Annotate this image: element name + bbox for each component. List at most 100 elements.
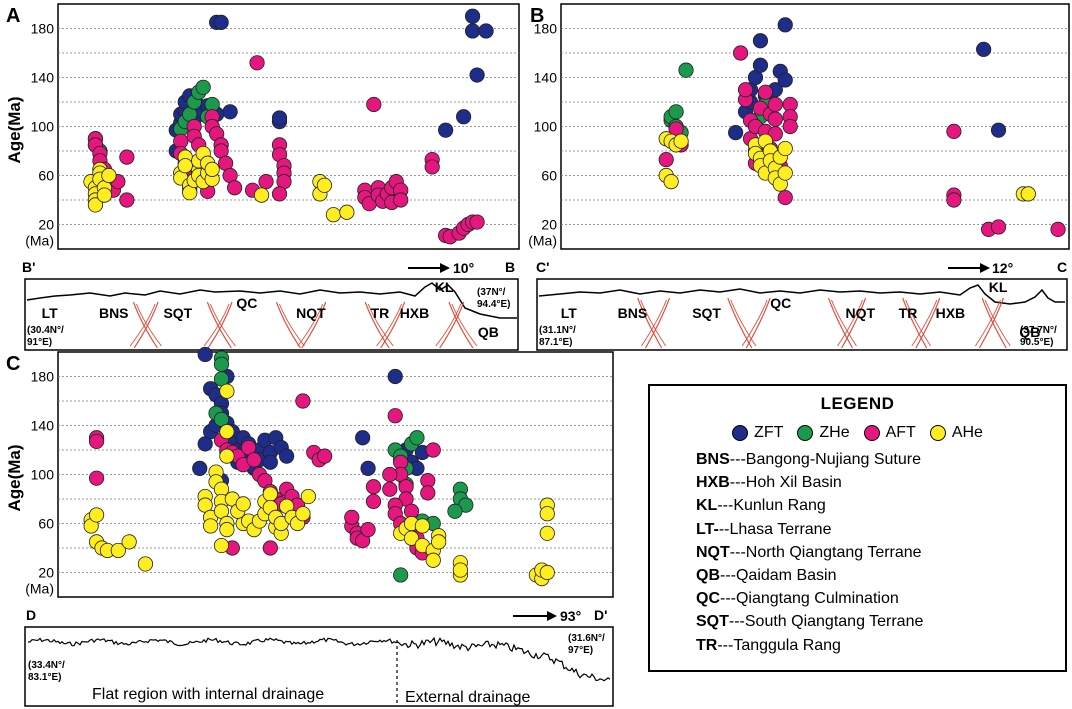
point-aft <box>469 214 485 230</box>
fault-line <box>380 301 406 349</box>
point-zft <box>222 104 238 120</box>
panel-b-units: LT BNS SQT QC NQT TR HXB KL QB <box>561 279 1041 340</box>
point-aft <box>732 45 749 61</box>
point-zft <box>438 122 454 138</box>
point-aft <box>424 159 440 175</box>
point-zft <box>464 23 481 39</box>
panel-c: C 20 60 100 140 180 (Ma) Age(Ma) D D' 93° (33… <box>5 346 614 707</box>
unit-label-sqt: SQT <box>692 305 721 321</box>
panel-c-region-right: External drainage <box>405 689 531 706</box>
point-ahe <box>110 542 126 559</box>
point-ahe <box>300 488 316 505</box>
panel-a-y-axis: 20 60 100 140 180 (Ma) <box>25 21 54 249</box>
panel-b: B 20 60 100 140 180 (Ma) C' C 12° LT BNS SQT QC N… <box>528 3 1070 351</box>
panel-c-topography <box>27 636 611 682</box>
unit-label-lt: LT <box>42 305 59 321</box>
point-ahe <box>295 506 311 522</box>
fault-line <box>435 303 462 347</box>
point-aft <box>366 96 382 113</box>
point-ahe <box>87 197 104 213</box>
y-tick-label: 180 <box>31 21 55 37</box>
unit-label-nqt: NQT <box>846 305 876 321</box>
legend-item-aft: AFT <box>863 424 916 442</box>
fault-line <box>367 303 394 347</box>
point-aft <box>393 192 409 208</box>
point-aft <box>658 151 674 168</box>
panel-b-points <box>658 17 1066 237</box>
panel-a-faults <box>129 301 478 349</box>
panel-a-section-frame <box>24 278 519 351</box>
point-aft <box>344 509 360 525</box>
unit-label-qc: QC <box>770 295 791 311</box>
panel-c-arrow-head <box>547 611 557 621</box>
point-aft <box>990 219 1007 235</box>
fault-line <box>978 297 1004 349</box>
panel-a-direction-label: 10° <box>453 260 474 276</box>
fault-line <box>975 299 1001 347</box>
point-ahe <box>253 187 270 203</box>
y-tick-label: 60 <box>541 168 557 184</box>
legend-label: AHe <box>951 424 983 441</box>
point-zhe <box>678 62 694 78</box>
point-aft <box>382 466 398 483</box>
panel-c-coord-start: (33.4N°/83.1°E) <box>28 660 65 683</box>
y-tick-label: 20 <box>38 217 54 233</box>
point-zft <box>279 448 295 464</box>
y-tick-label: 60 <box>38 168 54 184</box>
panel-b-faults <box>637 297 1011 349</box>
point-ahe <box>177 158 193 174</box>
point-aft <box>425 442 441 458</box>
y-unit-label: (Ma) <box>528 233 557 249</box>
fault-line <box>301 301 327 349</box>
unit-label-tr: TR <box>371 305 390 321</box>
point-ahe <box>403 530 420 546</box>
fault-line <box>730 299 757 347</box>
panel-a-profile-end: B <box>505 259 515 275</box>
panel-a-topography <box>26 282 517 319</box>
point-zft <box>387 368 403 385</box>
point-zhe <box>447 503 463 519</box>
point-ahe <box>539 564 555 581</box>
point-ahe <box>452 562 468 578</box>
point-ahe <box>663 174 679 190</box>
point-aft <box>119 149 135 165</box>
point-ahe <box>219 383 235 399</box>
point-ahe <box>96 187 113 203</box>
panel-a-coord-start: (30.4N°/91°E) <box>27 325 64 348</box>
unit-label-kl: KL <box>989 279 1008 295</box>
legend-item-zhe: ZHe <box>797 424 850 442</box>
panel-b-gridlines <box>561 28 1069 225</box>
point-ahe <box>777 165 793 181</box>
point-aft <box>88 433 105 450</box>
point-ahe <box>219 424 235 440</box>
panel-b-coord-start: (31.1N°/87.1°E) <box>539 325 576 348</box>
point-aft <box>317 448 333 464</box>
legend-marker-aft <box>863 425 880 441</box>
fault-line <box>827 297 853 349</box>
panel-c-profile-start: D <box>26 607 36 623</box>
point-ahe <box>1020 186 1036 202</box>
point-zft <box>197 346 213 363</box>
point-ahe <box>316 177 333 193</box>
fault-line <box>837 299 864 347</box>
point-zhe <box>409 430 425 446</box>
point-aft <box>1050 221 1066 237</box>
y-tick-label: 20 <box>38 565 54 581</box>
legend-series: ZFT ZHe AFT AHe <box>650 424 1065 442</box>
y-tick-label: 180 <box>31 369 55 385</box>
point-aft <box>119 192 135 208</box>
panel-a-arrow-head <box>440 263 450 273</box>
unit-label-hxb: HXB <box>400 305 430 321</box>
point-aft <box>420 485 436 501</box>
point-zhe <box>393 567 409 583</box>
point-aft <box>262 540 278 556</box>
fault-line <box>448 301 474 349</box>
point-aft <box>782 118 798 135</box>
y-tick-label: 140 <box>31 418 55 434</box>
point-aft <box>777 189 793 206</box>
fault-line <box>831 299 857 347</box>
point-zft <box>262 454 278 470</box>
point-aft <box>946 123 962 139</box>
point-zft <box>777 72 793 88</box>
panel-a-units: LT BNS SQT QC NQT TR HXB KL QB <box>42 279 499 340</box>
